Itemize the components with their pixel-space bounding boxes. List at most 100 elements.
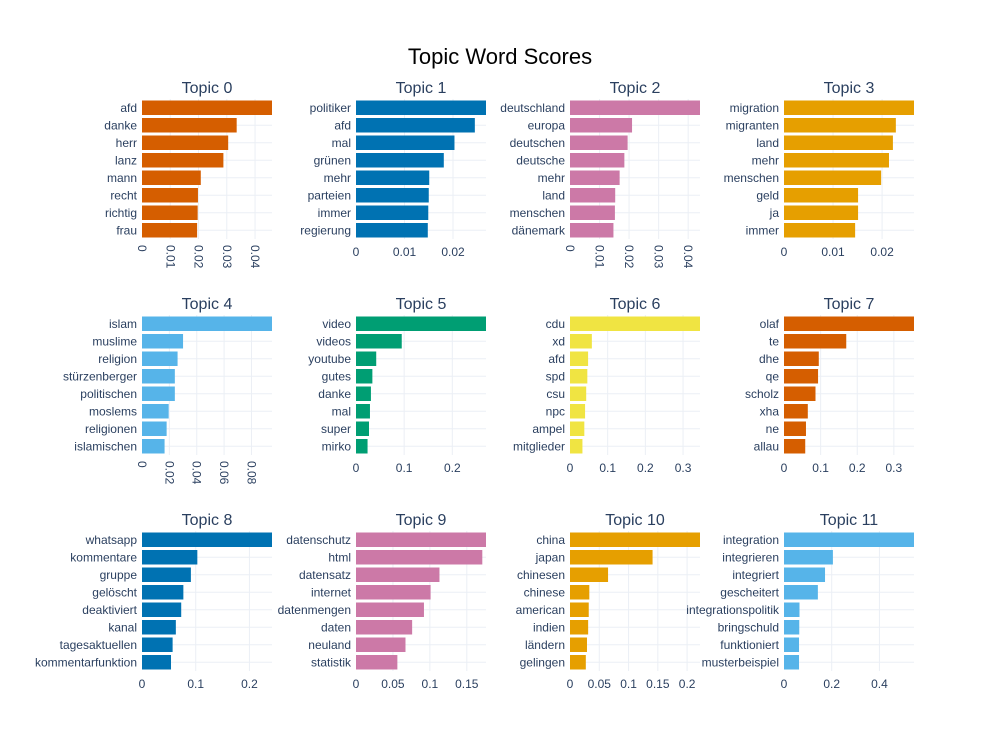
bar-lanz xyxy=(142,153,224,168)
category-label: regierung xyxy=(300,223,351,237)
category-label: mitglieder xyxy=(513,439,565,453)
category-label: japan xyxy=(535,550,565,564)
bar-chinese xyxy=(570,585,590,600)
bar-dhe xyxy=(784,351,819,366)
bar-internet xyxy=(356,585,431,600)
category-label: allau xyxy=(754,439,779,453)
x-tick-label: 0.02 xyxy=(870,245,894,259)
bar-china xyxy=(570,532,700,547)
bar-spd xyxy=(570,369,588,384)
subplot-title: Topic 4 xyxy=(182,296,233,313)
category-label: migranten xyxy=(726,118,779,132)
category-label: musterbeispiel xyxy=(702,655,779,669)
category-label: danke xyxy=(318,387,351,401)
bar-europa xyxy=(570,118,633,133)
bar-musterbeispiel xyxy=(784,655,800,670)
x-tick-label: 0.2 xyxy=(823,677,840,691)
x-tick-label: 0.04 xyxy=(248,245,262,269)
category-label: richtig xyxy=(105,206,137,220)
bar-deutschland xyxy=(570,100,700,115)
category-label: moslems xyxy=(89,404,137,418)
x-tick-label: 0.03 xyxy=(652,245,666,269)
bar-gescheitert xyxy=(784,585,818,600)
x-tick-label: 0 xyxy=(563,245,577,252)
figure-title: Topic Word Scores xyxy=(408,44,592,69)
bar-datenmengen xyxy=(356,602,424,617)
x-tick-label: 0.02 xyxy=(441,245,465,259)
x-tick-label: 0.1 xyxy=(599,461,616,475)
x-tick-label: 0.03 xyxy=(220,245,234,269)
category-label: stürzenberger xyxy=(63,369,137,383)
bar-videos xyxy=(356,334,402,349)
bar-cdu xyxy=(570,316,700,331)
x-tick-label: 0.1 xyxy=(396,461,413,475)
bar-chinesen xyxy=(570,567,609,582)
x-tick-label: 0 xyxy=(567,677,574,691)
bar-migranten xyxy=(784,118,896,133)
subplot-topic-9: Topic 9 datenschutz html datensatz internet d… xyxy=(278,512,486,691)
category-label: bringschuld xyxy=(718,620,779,634)
category-label: deutschland xyxy=(500,101,565,115)
bar-statistik xyxy=(356,655,398,670)
bar-olaf xyxy=(784,316,914,331)
bar-deutsche xyxy=(570,153,625,168)
category-label: chinese xyxy=(524,585,566,599)
category-label: recht xyxy=(110,188,137,202)
category-label: kanal xyxy=(108,620,137,634)
subplot-topic-0: Topic 0 afd danke herr lanz mann recht richtig f… xyxy=(104,80,272,269)
x-tick-label: 0.02 xyxy=(622,245,636,269)
bar-npc xyxy=(570,404,586,419)
bar-video xyxy=(356,316,486,331)
x-tick-label: 0.1 xyxy=(187,677,204,691)
category-label: politiker xyxy=(310,101,351,115)
bar-kanal xyxy=(142,620,176,635)
category-label: neuland xyxy=(308,638,351,652)
x-tick-label: 0.01 xyxy=(393,245,417,259)
x-tick-label: 0 xyxy=(353,677,360,691)
x-tick-label: 0 xyxy=(135,461,149,468)
bar-herr xyxy=(142,135,229,150)
category-label: integriert xyxy=(732,568,779,582)
x-tick-label: 0.15 xyxy=(455,677,479,691)
bar-geld xyxy=(784,188,859,203)
subplot-title: Topic 1 xyxy=(396,80,447,97)
bar-moslems xyxy=(142,404,169,419)
subplot-topic-6: Topic 6cduxdafdspdcsunpcampelmitglieder0… xyxy=(513,296,700,475)
category-label: china xyxy=(536,533,565,547)
subplot-title: Topic 9 xyxy=(396,512,447,529)
bar-mehr xyxy=(356,170,430,185)
bar-islamischen xyxy=(142,439,165,454)
category-label: youtube xyxy=(308,352,351,366)
bar-danke xyxy=(142,118,237,133)
category-label: land xyxy=(756,136,779,150)
x-tick-label: 0 xyxy=(135,245,149,252)
bar-mehr xyxy=(784,153,889,168)
category-label: te xyxy=(769,334,779,348)
category-label: menschen xyxy=(510,206,565,220)
category-label: mirko xyxy=(322,439,352,453)
x-tick-label: 0.01 xyxy=(593,245,607,269)
category-label: internet xyxy=(311,585,352,599)
subplot-topic-4: Topic 4 islam muslime religion stürzenberger… xyxy=(63,296,272,485)
category-label: dänemark xyxy=(512,223,566,237)
category-label: indien xyxy=(533,620,565,634)
x-tick-label: 0.06 xyxy=(217,461,231,485)
category-label: american xyxy=(516,603,565,617)
subplot-title: Topic 0 xyxy=(182,80,233,97)
bar-land xyxy=(570,188,616,203)
bar-indien xyxy=(570,620,589,635)
category-label: kommentarfunktion xyxy=(35,655,137,669)
bar-japan xyxy=(570,550,653,565)
x-tick-label: 0.3 xyxy=(886,461,903,475)
bar-mal xyxy=(356,135,455,150)
bar-deutschen xyxy=(570,135,628,150)
bar-integration xyxy=(784,532,914,547)
category-label: muslime xyxy=(92,334,137,348)
category-label: menschen xyxy=(724,171,779,185)
category-label: video xyxy=(322,317,351,331)
category-label: islamischen xyxy=(74,439,137,453)
category-label: immer xyxy=(746,223,779,237)
bar-qe xyxy=(784,369,819,384)
bar-mal xyxy=(356,404,370,419)
